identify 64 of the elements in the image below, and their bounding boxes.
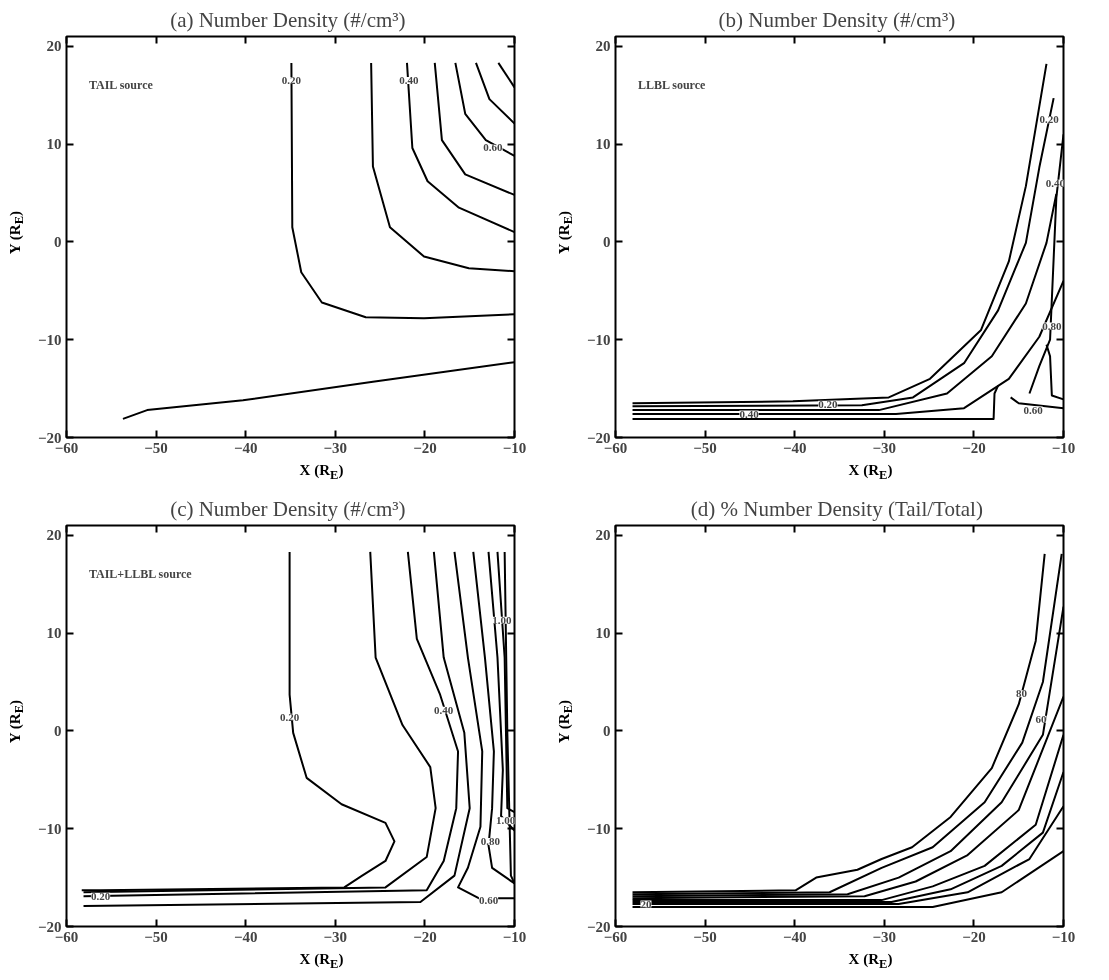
annotation: 0.20 bbox=[1039, 113, 1060, 126]
y-tick-label: 0 bbox=[54, 722, 62, 739]
annotation: 20 bbox=[640, 897, 652, 910]
x-tick-label: −20 bbox=[962, 439, 986, 456]
y-tick-label: −10 bbox=[586, 820, 611, 837]
y-tick-label: 10 bbox=[595, 136, 611, 153]
annotation: 0.60 bbox=[478, 893, 499, 906]
chart-title: (d) % Number Density (Tail/Total) bbox=[690, 496, 983, 521]
annotation: 0.40 bbox=[399, 74, 419, 87]
y-tick-label: 0 bbox=[603, 233, 611, 250]
annotation: 1.00 bbox=[492, 613, 513, 626]
y-tick-label: 10 bbox=[595, 625, 611, 642]
y-tick-label: 20 bbox=[46, 527, 62, 544]
x-tick-label: −40 bbox=[233, 928, 258, 945]
x-tick-label: −40 bbox=[233, 439, 258, 456]
annotation: 0.40 bbox=[739, 407, 760, 420]
x-tick-label: −50 bbox=[693, 928, 717, 945]
annotation: 0.20 bbox=[90, 889, 111, 902]
annotation: TAIL+LLBL source bbox=[88, 566, 193, 581]
annotation: 0.20 bbox=[818, 397, 838, 410]
annotation: 0.60 bbox=[483, 141, 504, 154]
y-tick-label: 20 bbox=[46, 38, 62, 55]
x-tick-label: −30 bbox=[323, 439, 348, 456]
annotation: 0.60 bbox=[1023, 403, 1044, 416]
annotation: LLBL source bbox=[637, 77, 707, 92]
x-tick-label: −20 bbox=[413, 928, 437, 945]
y-tick-label: 0 bbox=[603, 722, 611, 739]
chart-title: (c) Number Density (#/cm³) bbox=[170, 496, 406, 521]
annotation: TAIL source bbox=[88, 77, 154, 92]
x-tick-label: −30 bbox=[872, 439, 897, 456]
y-tick-label: −10 bbox=[37, 820, 62, 837]
annotation: 60 bbox=[1035, 712, 1048, 725]
x-tick-label: −30 bbox=[872, 928, 897, 945]
y-tick-label: −10 bbox=[586, 331, 611, 348]
x-tick-label: −50 bbox=[144, 439, 168, 456]
x-tick-label: −30 bbox=[323, 928, 348, 945]
annotation: 0.40 bbox=[434, 703, 454, 716]
x-tick-label: −50 bbox=[693, 439, 717, 456]
y-tick-label: 10 bbox=[46, 625, 62, 642]
y-tick-label: 0 bbox=[54, 233, 62, 250]
x-axis-title: X (R$_{E}$) bbox=[298, 950, 345, 973]
x-tick-label: −10 bbox=[502, 439, 527, 456]
y-tick-label: 20 bbox=[595, 38, 611, 55]
chart-title: (a) Number Density (#/cm³) bbox=[170, 7, 406, 32]
annotation: 80 bbox=[1015, 687, 1028, 700]
annotation: 0.20 bbox=[281, 74, 302, 87]
y-tick-label: 20 bbox=[595, 527, 611, 544]
y-tick-label: −10 bbox=[37, 331, 62, 348]
x-tick-label: −10 bbox=[1051, 928, 1076, 945]
x-tick-label: −10 bbox=[502, 928, 527, 945]
x-tick-label: −20 bbox=[413, 439, 437, 456]
x-axis-title: X (R$_{E}$) bbox=[847, 461, 894, 484]
annotation: 0.80 bbox=[1042, 319, 1062, 332]
annotation: 0.80 bbox=[480, 834, 501, 847]
x-tick-label: −10 bbox=[1051, 439, 1076, 456]
x-tick-label: −20 bbox=[962, 928, 986, 945]
x-tick-label: −40 bbox=[782, 928, 807, 945]
annotation: 0.20 bbox=[279, 710, 300, 723]
y-tick-label: 10 bbox=[46, 136, 62, 153]
x-tick-label: −40 bbox=[782, 439, 807, 456]
x-axis-title: X (R$_{E}$) bbox=[847, 950, 894, 973]
x-tick-label: −50 bbox=[144, 928, 168, 945]
x-axis-title: X (R$_{E}$) bbox=[298, 461, 345, 484]
chart-title: (b) Number Density (#/cm³) bbox=[718, 7, 956, 32]
